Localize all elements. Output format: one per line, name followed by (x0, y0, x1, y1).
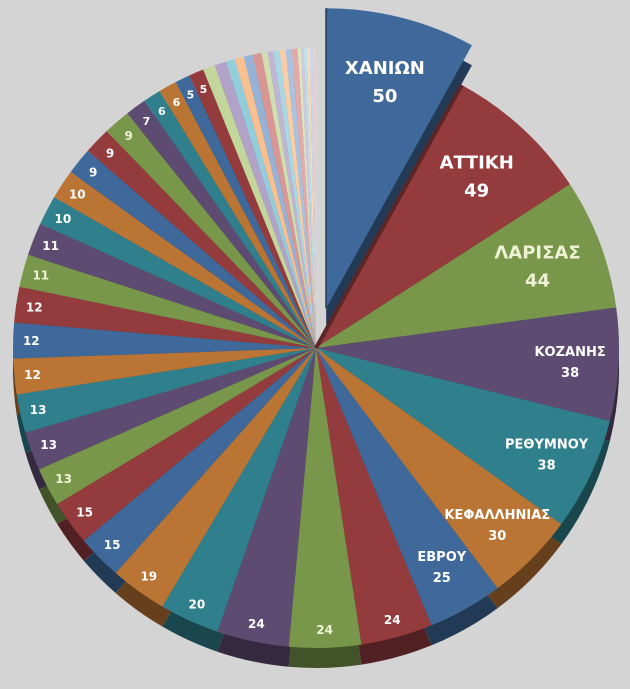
pie-slice-12[interactable] (13, 322, 317, 359)
pie-slice-2[interactable] (261, 51, 316, 349)
slice-label-value: 11 (32, 268, 49, 282)
slice-label-name: ΧΑΝΙΩΝ (345, 58, 425, 79)
pie-labels: ΧΑΝΙΩΝ 50 ΑΤΤΙΚΗ 49 ΛΑΡΙΣΑΣ 44 ΚΟΖΑΝΗΣ 38 ΡΕΘΥΜΝ… (23, 58, 606, 637)
slice-label-value: 9 (106, 146, 114, 160)
slice-label-value: 24 (384, 613, 401, 627)
pie-slice-9[interactable] (106, 113, 316, 348)
pie-edge-accents (314, 8, 464, 349)
slice-label-value: 24 (248, 617, 265, 631)
pie-slice-ΑΤΤΙΚΗ[interactable] (316, 84, 570, 349)
slice-label-value: 38 (538, 459, 556, 474)
pie-slice-15[interactable] (83, 348, 316, 574)
slice-label-name: ΚΕΦΑΛΛΗΝΙΑΣ (444, 508, 550, 523)
pie-slice-6[interactable] (144, 91, 316, 348)
pie-slice-2[interactable] (267, 50, 316, 349)
pie-slice-19[interactable] (115, 348, 316, 607)
pie-slice-6[interactable] (159, 82, 316, 349)
slice-label-value: 5 (200, 83, 208, 96)
pie-slice-ΕΒΡΟΥ[interactable] (316, 348, 498, 626)
slice-label-value: 50 (372, 86, 397, 107)
slice-label-value: 6 (173, 96, 181, 109)
slice-label-value: 12 (26, 300, 43, 314)
pie-slice-1[interactable] (303, 48, 316, 348)
slice-label-value: 13 (40, 438, 57, 452)
pie-slice-1[interactable] (300, 48, 316, 349)
slice-label-value: 24 (316, 623, 333, 637)
slice-label-value: 9 (125, 129, 133, 143)
slice-label-value: 13 (30, 403, 47, 417)
slice-label-name: ΡΕΘΥΜΝΟΥ (505, 438, 589, 453)
slice-label-value: 10 (69, 187, 86, 201)
pie-slice-9[interactable] (87, 131, 316, 348)
slice-label-value: 38 (561, 366, 579, 381)
pie-slice-4[interactable] (214, 61, 316, 349)
pie-slice-12[interactable] (13, 348, 316, 395)
pie-slice-24[interactable] (316, 348, 432, 645)
slice-label-value: 7 (143, 115, 151, 128)
slice-label-value: 49 (464, 181, 489, 202)
slice-label-value: 10 (55, 212, 72, 226)
pie-slice-1[interactable] (297, 48, 316, 348)
pie-slice-10[interactable] (40, 197, 317, 348)
pie-slice-9[interactable] (70, 150, 316, 348)
pie-slice-ΧΑΝΙΩΝ[interactable] (326, 8, 472, 309)
pie-slice-4[interactable] (203, 65, 316, 349)
pie-slice-10[interactable] (54, 171, 316, 348)
slice-label-value: 30 (488, 529, 506, 544)
pie-slice-2[interactable] (273, 50, 316, 349)
pie-slice-3[interactable] (234, 56, 316, 348)
slice-label-value: 15 (104, 538, 121, 552)
pie-slice-7[interactable] (127, 100, 316, 348)
slice-label-value: 13 (55, 472, 72, 486)
pie-slice-3[interactable] (226, 58, 316, 348)
slice-label-name: ΛΑΡΙΣΑΣ (494, 243, 580, 264)
slice-label-value: 15 (76, 506, 93, 520)
pie-slice-11[interactable] (28, 223, 317, 348)
slice-label-value: 11 (42, 239, 59, 253)
slice-label-value: 5 (187, 89, 195, 102)
pie-slice-24[interactable] (217, 348, 316, 647)
pie-slice-ΡΕΘΥΜΝΟΥ[interactable] (316, 348, 610, 525)
slice-label-name: ΚΟΖΑΝΗΣ (534, 345, 605, 360)
pie-slice-1[interactable] (306, 48, 316, 349)
pie-slice-5[interactable] (189, 69, 316, 348)
pie-slice-3[interactable] (252, 52, 316, 348)
pie-slice-13[interactable] (38, 348, 316, 505)
pie-slice-ΚΟΖΑΝΗΣ[interactable] (316, 307, 619, 422)
slice-label-name: ΑΤΤΙΚΗ (440, 153, 514, 174)
pie-slice-3[interactable] (243, 54, 316, 348)
pie-slice-1[interactable] (312, 48, 316, 348)
pie-slice-20[interactable] (162, 348, 316, 632)
pie-slice-2[interactable] (279, 49, 316, 348)
slice-label-value: 25 (433, 571, 451, 586)
pie-slice-13[interactable] (16, 348, 316, 433)
pie-slice-15[interactable] (57, 348, 317, 541)
slice-label-value: 20 (189, 597, 206, 611)
pie-slice-ΛΑΡΙΣΑΣ[interactable] (316, 184, 617, 348)
slice-label-value: 44 (525, 271, 550, 292)
pie-slice-12[interactable] (14, 286, 316, 348)
pie-slice-2[interactable] (285, 48, 316, 348)
pie-slice-2[interactable] (291, 48, 316, 348)
slice-label-value: 6 (158, 105, 166, 118)
pie-slice-24[interactable] (288, 348, 362, 649)
pie-slice-ΚΕΦΑΛΛΗΝΙΑΣ[interactable] (316, 348, 562, 589)
slice-label-value: 12 (24, 368, 41, 382)
pie-slice-5[interactable] (175, 75, 316, 348)
slice-label-value: 12 (23, 334, 40, 348)
pie-slice-1[interactable] (309, 48, 316, 349)
slice-label-value: 19 (140, 570, 157, 584)
pie-slice-13[interactable] (25, 348, 317, 470)
slice-cut-edge-icon (314, 84, 464, 349)
pie-top-layer (13, 8, 619, 649)
pie-slice-11[interactable] (19, 254, 316, 348)
slice-label-name: ΕΒΡΟΥ (417, 550, 466, 565)
slice-label-value: 9 (89, 166, 97, 180)
